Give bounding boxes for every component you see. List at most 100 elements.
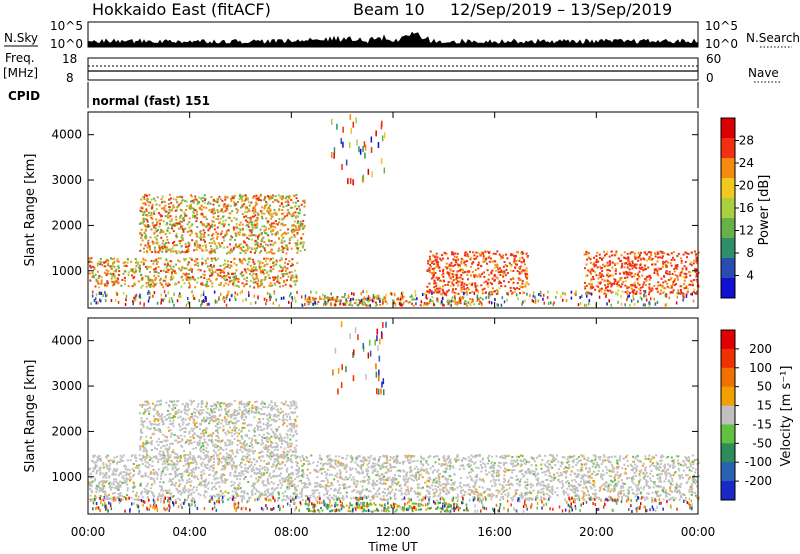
scatter-cell bbox=[305, 459, 308, 462]
scatter-cell bbox=[89, 485, 92, 488]
scatter-cell bbox=[362, 146, 364, 153]
scatter-cell bbox=[460, 492, 462, 495]
scatter-cell bbox=[522, 300, 524, 304]
scatter-cell bbox=[159, 231, 162, 234]
scatter-cell bbox=[144, 259, 147, 262]
scatter-cell bbox=[282, 236, 285, 239]
scatter-cell bbox=[215, 231, 218, 234]
scatter-cell bbox=[665, 264, 668, 267]
scatter-cell bbox=[599, 265, 602, 268]
scatter-cell bbox=[452, 284, 455, 287]
scatter-cell bbox=[451, 281, 454, 284]
scatter-cell bbox=[402, 295, 405, 298]
scatter-cell bbox=[279, 229, 282, 232]
scatter-cell bbox=[429, 259, 432, 262]
scatter-cell bbox=[122, 460, 124, 462]
scatter-cell bbox=[144, 203, 147, 206]
scatter-cell bbox=[631, 476, 634, 479]
scatter-cell bbox=[246, 224, 249, 226]
scatter-cell bbox=[275, 259, 278, 262]
scatter-cell bbox=[542, 493, 545, 496]
scatter-cell bbox=[596, 464, 599, 466]
scatter-cell bbox=[587, 269, 590, 272]
scatter-cell bbox=[253, 463, 256, 466]
scatter-cell bbox=[117, 474, 120, 477]
scatter-cell bbox=[176, 196, 179, 199]
scatter-cell bbox=[144, 275, 147, 278]
scatter-cell bbox=[232, 227, 235, 230]
scatter-cell bbox=[333, 498, 336, 501]
scatter-cell bbox=[147, 282, 150, 285]
scatter-cell bbox=[175, 250, 177, 253]
scatter-cell bbox=[520, 271, 523, 273]
scatter-cell bbox=[600, 267, 603, 270]
scatter-cell bbox=[144, 218, 147, 221]
scatter-cell bbox=[642, 476, 645, 479]
scatter-cell bbox=[381, 135, 384, 142]
scatter-cell bbox=[445, 293, 448, 297]
scatter-cell bbox=[615, 291, 617, 295]
scatter-cell bbox=[229, 252, 232, 255]
scatter-cell bbox=[129, 269, 132, 272]
scatter-cell bbox=[618, 459, 621, 462]
scatter-cell bbox=[577, 483, 580, 486]
scatter-cell bbox=[289, 482, 292, 485]
scatter-cell bbox=[230, 294, 233, 298]
scatter-cell bbox=[672, 251, 675, 254]
scatter-cell bbox=[626, 260, 629, 263]
scatter-cell bbox=[183, 211, 186, 214]
scatter-cell bbox=[407, 478, 409, 481]
scatter-cell bbox=[223, 246, 226, 249]
scatter-cell bbox=[454, 295, 456, 299]
scatter-cell bbox=[183, 251, 186, 254]
scatter-cell bbox=[140, 221, 143, 224]
scatter-cell bbox=[156, 196, 159, 199]
scatter-cell bbox=[507, 281, 510, 284]
scatter-cell bbox=[125, 298, 127, 302]
scatter-cell bbox=[344, 292, 346, 296]
nsky-label: N.Sky bbox=[4, 31, 38, 45]
scatter-cell bbox=[90, 257, 93, 260]
scatter-cell bbox=[148, 459, 151, 461]
scatter-cell bbox=[126, 478, 129, 481]
scatter-cell bbox=[683, 279, 686, 282]
scatter-cell bbox=[169, 249, 171, 252]
scatter-cell bbox=[165, 223, 168, 226]
scatter-cell bbox=[164, 215, 167, 218]
scatter-cell bbox=[532, 294, 535, 298]
scatter-cell bbox=[261, 268, 264, 271]
scatter-cell bbox=[434, 290, 437, 293]
scatter-cell bbox=[601, 258, 604, 261]
scatter-cell bbox=[442, 270, 444, 273]
scatter-cell bbox=[626, 292, 629, 295]
scatter-cell bbox=[202, 206, 205, 209]
scatter-cell bbox=[553, 456, 556, 459]
scatter-cell bbox=[168, 223, 171, 226]
scatter-cell bbox=[610, 285, 613, 288]
scatter-cell bbox=[338, 487, 341, 490]
scatter-cell bbox=[149, 246, 151, 249]
scatter-cell bbox=[249, 285, 252, 288]
scatter-cell bbox=[560, 486, 563, 489]
scatter-cell bbox=[293, 195, 296, 198]
scatter-cell bbox=[301, 304, 304, 307]
scatter-cell bbox=[638, 275, 641, 278]
scatter-cell bbox=[579, 480, 582, 483]
scatter-cell bbox=[273, 291, 276, 295]
scatter-cell bbox=[244, 241, 247, 244]
scatter-cell bbox=[226, 246, 229, 249]
scatter-cell bbox=[280, 270, 283, 273]
scatter-cell bbox=[562, 298, 564, 302]
scatter-cell bbox=[685, 293, 688, 296]
scatter-cell bbox=[545, 492, 548, 495]
scatter-cell bbox=[194, 278, 196, 281]
scatter-cell bbox=[322, 468, 325, 470]
scatter-cell bbox=[208, 269, 211, 272]
scatter-cell bbox=[654, 255, 657, 258]
scatter-cell bbox=[441, 497, 444, 500]
scatter-cell bbox=[249, 229, 252, 232]
scatter-cell bbox=[599, 282, 602, 285]
scatter-cell bbox=[206, 265, 209, 268]
scatter-cell bbox=[104, 476, 107, 479]
scatter-cell bbox=[165, 250, 168, 253]
